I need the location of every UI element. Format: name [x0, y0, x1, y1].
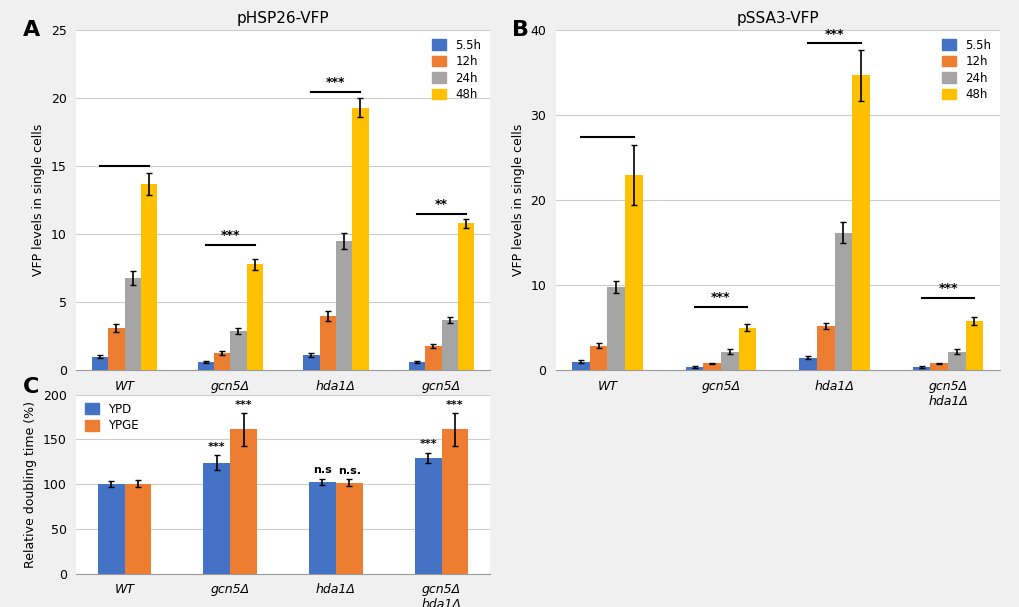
Bar — [589, 345, 607, 370]
Bar — [230, 331, 247, 370]
Bar — [703, 364, 720, 370]
Legend: YPD, YPGE: YPD, YPGE — [83, 401, 142, 435]
Bar — [834, 232, 851, 370]
Bar — [425, 346, 441, 370]
Bar — [409, 362, 425, 370]
Text: C: C — [22, 376, 39, 396]
Bar — [816, 326, 834, 370]
Bar — [929, 364, 947, 370]
Text: n.s: n.s — [313, 465, 331, 475]
Y-axis label: Relative doubling time (%): Relative doubling time (%) — [24, 401, 38, 568]
Text: B: B — [512, 20, 528, 40]
Text: **: ** — [435, 198, 447, 211]
Text: ***: *** — [937, 282, 957, 296]
Bar — [309, 482, 335, 574]
Bar — [625, 175, 642, 370]
Bar — [458, 223, 474, 370]
Bar — [415, 458, 441, 574]
Bar — [947, 351, 965, 370]
Text: ***: *** — [419, 439, 436, 449]
Bar — [799, 358, 816, 370]
Bar — [851, 75, 869, 370]
Bar — [352, 108, 368, 370]
Text: ***: *** — [445, 400, 464, 410]
Text: ***: *** — [326, 76, 345, 89]
Y-axis label: VFP levels in single cells: VFP levels in single cells — [33, 124, 45, 276]
Bar — [441, 320, 458, 370]
Bar — [335, 241, 352, 370]
Bar — [203, 463, 230, 574]
Bar — [214, 353, 230, 370]
Bar — [965, 321, 982, 370]
Bar — [198, 362, 214, 370]
Text: ***: *** — [208, 442, 225, 452]
Bar — [685, 367, 703, 370]
Text: ***: *** — [824, 29, 844, 41]
Bar — [441, 430, 468, 574]
Bar — [319, 316, 335, 370]
Bar — [108, 328, 124, 370]
Text: n.s.: n.s. — [337, 466, 361, 475]
Text: ***: *** — [220, 229, 239, 242]
Bar — [141, 184, 157, 370]
Bar — [230, 430, 257, 574]
Bar — [303, 355, 319, 370]
Bar — [335, 483, 363, 574]
Text: A: A — [22, 20, 40, 40]
Bar — [738, 328, 755, 370]
Title: pSSA3-VFP: pSSA3-VFP — [736, 12, 818, 27]
Bar — [607, 287, 625, 370]
Bar — [124, 278, 141, 370]
Bar — [720, 351, 738, 370]
Bar — [572, 362, 589, 370]
Bar — [247, 264, 263, 370]
Legend: 5.5h, 12h, 24h, 48h: 5.5h, 12h, 24h, 48h — [938, 36, 993, 104]
Legend: 5.5h, 12h, 24h, 48h: 5.5h, 12h, 24h, 48h — [429, 36, 483, 104]
Bar — [92, 357, 108, 370]
Bar — [124, 484, 151, 574]
Title: pHSP26-VFP: pHSP26-VFP — [236, 12, 329, 27]
Text: ***: *** — [234, 400, 253, 410]
Bar — [98, 484, 124, 574]
Y-axis label: VFP levels in single cells: VFP levels in single cells — [512, 124, 524, 276]
Bar — [912, 367, 929, 370]
Text: ***: *** — [710, 291, 730, 304]
